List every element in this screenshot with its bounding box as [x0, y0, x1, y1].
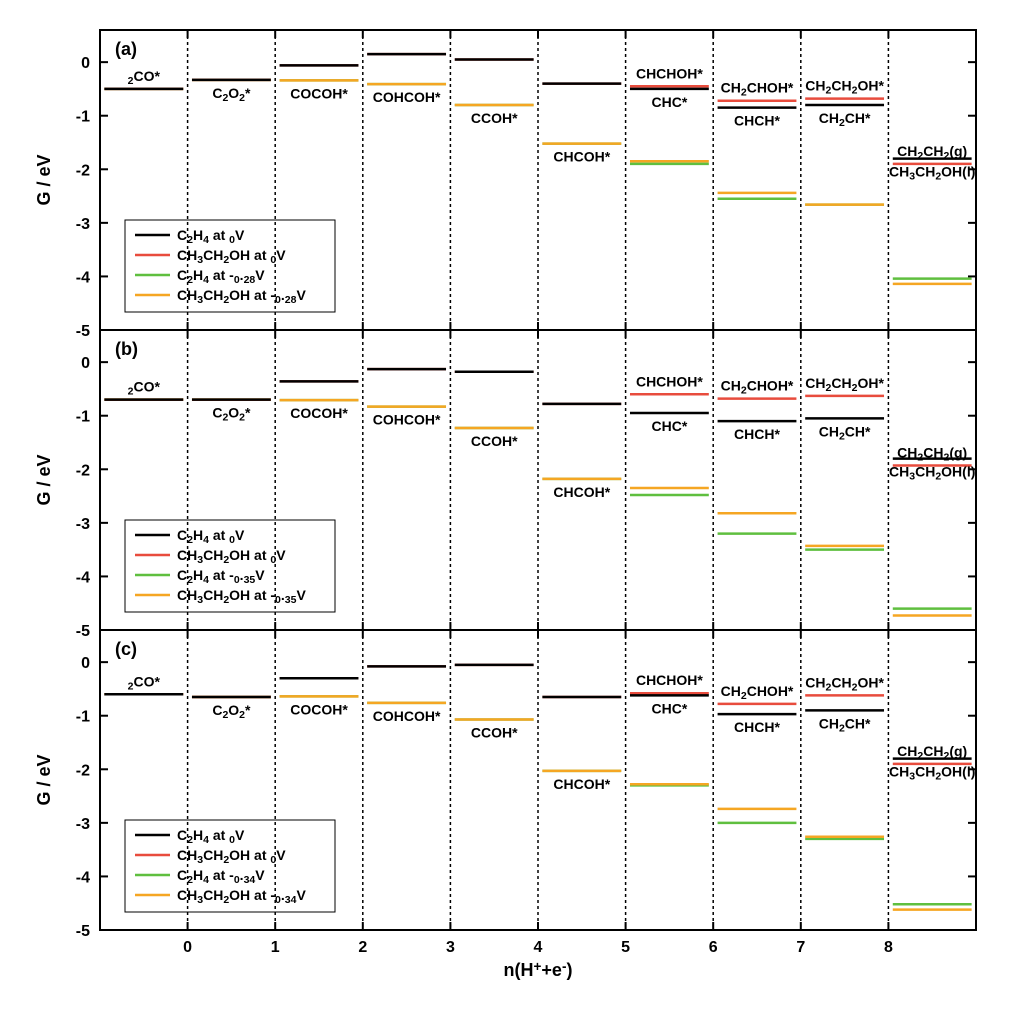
svg-text:CH3CH2OH(l): CH3CH2OH(l) — [889, 764, 975, 783]
svg-text:2: 2 — [358, 939, 367, 956]
svg-text:COHCOH*: COHCOH* — [373, 412, 441, 428]
svg-text:4: 4 — [534, 939, 543, 956]
svg-text:CH2CH2OH*: CH2CH2OH* — [805, 78, 884, 97]
svg-text:-2: -2 — [76, 162, 90, 179]
svg-text:-5: -5 — [76, 923, 90, 940]
svg-text:7: 7 — [796, 939, 805, 956]
svg-text:-3: -3 — [76, 816, 90, 833]
svg-text:CCOH*: CCOH* — [471, 110, 518, 126]
svg-text:C2H4 at -0.35V: C2H4 at -0.35V — [177, 567, 265, 586]
panel-c: -5 -4 -3 -2 -1 0 G / eV (c) 2CO* C2O2* COCOH* COHCO… — [34, 630, 976, 940]
svg-text:-5: -5 — [76, 323, 90, 340]
svg-text:CHCH*: CHCH* — [734, 426, 780, 442]
svg-text:CHCHOH*: CHCHOH* — [636, 373, 703, 389]
svg-text:CH3CH2OH at 0V: CH3CH2OH at 0V — [177, 247, 286, 266]
svg-text:CH2CHOH*: CH2CHOH* — [721, 80, 794, 99]
svg-text:G / eV: G / eV — [34, 154, 54, 205]
svg-text:-4: -4 — [76, 269, 90, 286]
svg-text:-3: -3 — [76, 216, 90, 233]
svg-text:-1: -1 — [76, 409, 90, 426]
svg-text:2CO*: 2CO* — [128, 379, 161, 398]
svg-text:-2: -2 — [76, 462, 90, 479]
svg-text:5: 5 — [621, 939, 630, 956]
svg-text:n(H++e-): n(H++e-) — [504, 959, 573, 980]
svg-text:2CO*: 2CO* — [128, 68, 161, 87]
svg-text:CHCOH*: CHCOH* — [553, 484, 610, 500]
svg-text:CH2CH2(g): CH2CH2(g) — [897, 445, 967, 464]
svg-text:CHCHOH*: CHCHOH* — [636, 672, 703, 688]
svg-text:-1: -1 — [76, 709, 90, 726]
svg-text:CHCOH*: CHCOH* — [553, 776, 610, 792]
svg-text:CCOH*: CCOH* — [471, 433, 518, 449]
svg-text:COCOH*: COCOH* — [290, 701, 348, 717]
svg-text:C2H4 at -0.28V: C2H4 at -0.28V — [177, 267, 265, 286]
svg-text:C2O2*: C2O2* — [212, 85, 251, 104]
svg-text:-5: -5 — [76, 623, 90, 640]
svg-text:1: 1 — [271, 939, 280, 956]
svg-text:G / eV: G / eV — [34, 454, 54, 505]
svg-text:CH3CH2OH at -0.35V: CH3CH2OH at -0.35V — [177, 587, 306, 606]
svg-text:(c): (c) — [115, 639, 137, 659]
svg-text:0: 0 — [81, 655, 90, 672]
svg-text:CHCHOH*: CHCHOH* — [636, 65, 703, 81]
svg-text:CH3CH2OH at 0V: CH3CH2OH at 0V — [177, 847, 286, 866]
svg-text:CHCH*: CHCH* — [734, 113, 780, 129]
svg-text:-3: -3 — [76, 516, 90, 533]
svg-text:CH3CH2OH at -0.34V: CH3CH2OH at -0.34V — [177, 887, 306, 906]
svg-text:COCOH*: COCOH* — [290, 85, 348, 101]
svg-text:0: 0 — [183, 939, 192, 956]
svg-text:2CO*: 2CO* — [128, 673, 161, 692]
svg-text:(a): (a) — [115, 39, 137, 59]
svg-text:-4: -4 — [76, 569, 90, 586]
svg-text:C2O2*: C2O2* — [212, 405, 251, 424]
svg-text:CHCH*: CHCH* — [734, 719, 780, 735]
panel-b: -5 -4 -3 -2 -1 0 G / eV (b) 2CO* C2O2* COCOH* COHCO… — [34, 330, 976, 640]
svg-text:-2: -2 — [76, 762, 90, 779]
svg-text:-1: -1 — [76, 109, 90, 126]
svg-text:CH2CH*: CH2CH* — [819, 110, 871, 129]
svg-text:0: 0 — [81, 355, 90, 372]
svg-text:CH2CH*: CH2CH* — [819, 423, 871, 442]
svg-text:CH2CH2(g): CH2CH2(g) — [897, 143, 967, 162]
svg-text:CH2CH2OH*: CH2CH2OH* — [805, 674, 884, 693]
svg-text:CH3CH2OH(l): CH3CH2OH(l) — [889, 464, 975, 483]
svg-text:CH3CH2OH at -0.28V: CH3CH2OH at -0.28V — [177, 287, 306, 306]
svg-text:CH2CH2(g): CH2CH2(g) — [897, 743, 967, 762]
svg-text:COHCOH*: COHCOH* — [373, 89, 441, 105]
svg-text:CH3CH2OH at 0V: CH3CH2OH at 0V — [177, 547, 286, 566]
svg-text:CH2CH*: CH2CH* — [819, 715, 871, 734]
svg-text:CHCOH*: CHCOH* — [553, 149, 610, 165]
svg-text:-4: -4 — [76, 869, 90, 886]
energy-diagram-figure: -5 -4 -3 -2 -1 0 G / eV (a) 2CO* C2O2* COCOH* COHCO… — [20, 20, 996, 997]
svg-text:8: 8 — [884, 939, 893, 956]
svg-text:CHC*: CHC* — [652, 94, 688, 110]
svg-text:CHC*: CHC* — [652, 418, 688, 434]
svg-text:6: 6 — [709, 939, 718, 956]
svg-text:CH2CHOH*: CH2CHOH* — [721, 683, 794, 702]
svg-text:C2H4 at -0.34V: C2H4 at -0.34V — [177, 867, 265, 886]
svg-text:CHC*: CHC* — [652, 700, 688, 716]
svg-text:C2O2*: C2O2* — [212, 702, 251, 721]
svg-text:CH2CHOH*: CH2CHOH* — [721, 378, 794, 397]
svg-text:(b): (b) — [115, 339, 138, 359]
svg-text:COHCOH*: COHCOH* — [373, 708, 441, 724]
svg-text:3: 3 — [446, 939, 455, 956]
panel-a: -5 -4 -3 -2 -1 0 G / eV (a) 2CO* C2O2* COCOH* COHCO… — [34, 30, 976, 340]
svg-text:CH3CH2OH(l): CH3CH2OH(l) — [889, 164, 975, 183]
svg-text:CCOH*: CCOH* — [471, 724, 518, 740]
svg-text:G / eV: G / eV — [34, 754, 54, 805]
svg-text:CH2CH2OH*: CH2CH2OH* — [805, 375, 884, 394]
chart-svg: -5 -4 -3 -2 -1 0 G / eV (a) 2CO* C2O2* COCOH* COHCO… — [20, 20, 996, 997]
svg-text:0: 0 — [81, 55, 90, 72]
svg-text:COCOH*: COCOH* — [290, 405, 348, 421]
